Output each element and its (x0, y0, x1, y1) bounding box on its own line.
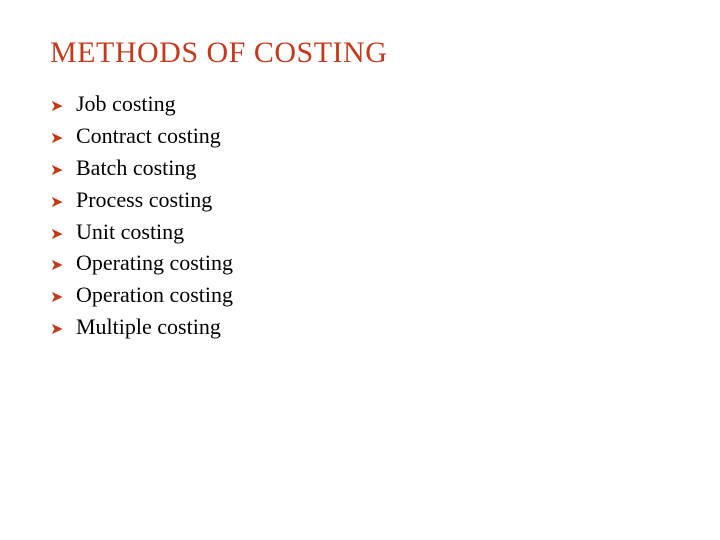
list-item-label: Operation costing (76, 279, 233, 311)
list-item-label: Job costing (76, 88, 176, 120)
bullet-icon: ➤ (50, 191, 76, 214)
list-item-label: Contract costing (76, 120, 221, 152)
list-item: ➤ Job costing (50, 88, 670, 120)
bullet-icon: ➤ (50, 254, 76, 277)
list-item-label: Batch costing (76, 152, 196, 184)
bullet-icon: ➤ (50, 127, 76, 150)
slide: METHODS OF COSTING ➤ Job costing ➤ Contr… (0, 0, 720, 540)
list-item-label: Process costing (76, 184, 212, 216)
list-item-label: Multiple costing (76, 311, 221, 343)
list-item: ➤ Operating costing (50, 247, 670, 279)
list-item-label: Operating costing (76, 247, 233, 279)
list-item: ➤ Contract costing (50, 120, 670, 152)
list-item: ➤ Multiple costing (50, 311, 670, 343)
list-item: ➤ Process costing (50, 184, 670, 216)
costing-methods-list: ➤ Job costing ➤ Contract costing ➤ Batch… (50, 88, 670, 343)
list-item-label: Unit costing (76, 216, 184, 248)
list-item: ➤ Operation costing (50, 279, 670, 311)
bullet-icon: ➤ (50, 318, 76, 341)
bullet-icon: ➤ (50, 95, 76, 118)
bullet-icon: ➤ (50, 286, 76, 309)
list-item: ➤ Batch costing (50, 152, 670, 184)
bullet-icon: ➤ (50, 223, 76, 246)
list-item: ➤ Unit costing (50, 216, 670, 248)
bullet-icon: ➤ (50, 159, 76, 182)
slide-title: METHODS OF COSTING (50, 36, 670, 70)
